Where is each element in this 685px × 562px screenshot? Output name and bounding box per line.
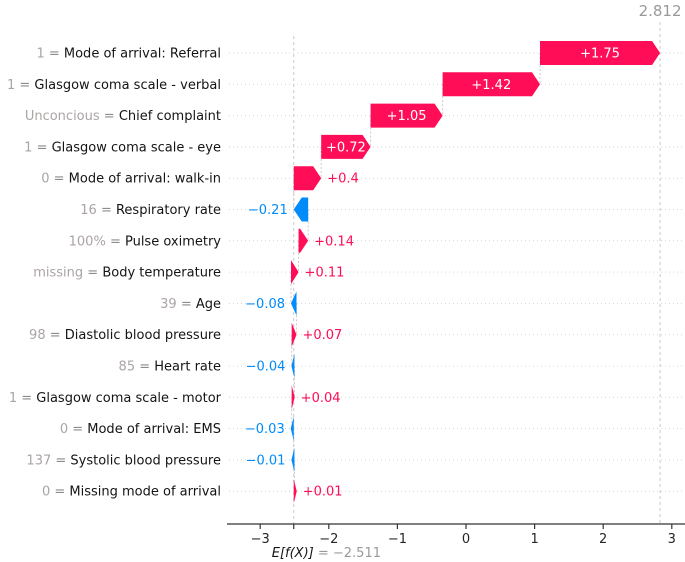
bar-value-label: −0.03 xyxy=(245,422,285,437)
feature-label: 0 = Mode of arrival: EMS xyxy=(60,422,221,437)
bar-value-label: −0.04 xyxy=(246,360,286,375)
feature-label: 137 = Systolic blood pressure xyxy=(26,453,221,468)
bar-value-label: +0.11 xyxy=(305,266,345,281)
x-axis-tick-label: −1 xyxy=(388,532,407,547)
feature-label: 16 = Respiratory rate xyxy=(80,203,221,218)
shap-bar-positive xyxy=(293,166,322,191)
shap-bar-positive xyxy=(540,41,661,65)
bar-value-label: +0.04 xyxy=(301,391,341,406)
feature-label: 0 = Missing mode of arrival xyxy=(42,485,221,500)
shap-bar-negative xyxy=(290,416,294,441)
x-axis-tick-label: −3 xyxy=(251,532,270,547)
bar-value-label: +0.4 xyxy=(327,172,359,187)
x-axis-tick-label: 1 xyxy=(530,532,538,547)
feature-label: 1 = Glasgow coma scale - motor xyxy=(9,391,222,406)
shap-bar-negative xyxy=(291,291,297,316)
feature-label: missing = Body temperature xyxy=(33,266,221,281)
feature-label: 100% = Pulse oximetry xyxy=(69,234,222,249)
shap-bar-positive xyxy=(298,228,309,253)
shap-bar-positive xyxy=(291,260,299,285)
x-axis-tick-label: 0 xyxy=(462,532,470,547)
bar-value-label: +1.75 xyxy=(580,47,620,62)
shap-bar-negative xyxy=(293,197,309,222)
bar-value-label: +1.05 xyxy=(387,109,427,124)
bar-value-label: +0.72 xyxy=(326,140,366,155)
bar-value-label: +0.01 xyxy=(303,485,343,500)
feature-label: 1 = Mode of arrival: Referral xyxy=(36,47,221,62)
shap-bar-positive xyxy=(293,479,297,504)
feature-label: Unconcious = Chief complaint xyxy=(25,109,221,124)
fx-value-label: 2.812 xyxy=(639,2,682,20)
bar-value-label: −0.01 xyxy=(246,453,286,468)
shap-bar-positive xyxy=(291,385,295,410)
feature-label: 1 = Glasgow coma scale - eye xyxy=(24,140,221,155)
bar-value-label: +1.42 xyxy=(471,78,511,93)
shap-bar-positive xyxy=(442,72,541,97)
shap-bar-positive xyxy=(291,322,297,347)
shap-bar-negative xyxy=(291,354,295,378)
feature-label: 39 = Age xyxy=(160,297,221,312)
feature-label: 0 = Mode of arrival: walk-in xyxy=(41,172,221,187)
expected-value-label: E[f(X)] = −2.511 xyxy=(272,546,381,561)
feature-label: 85 = Heart rate xyxy=(119,360,221,375)
bar-value-label: −0.08 xyxy=(245,297,285,312)
bar-value-label: −0.21 xyxy=(248,203,288,218)
x-axis-tick-label: −2 xyxy=(319,532,338,547)
bar-value-label: +0.07 xyxy=(302,328,342,343)
x-axis-tick-label: 2 xyxy=(599,532,607,547)
x-axis-tick-label: 3 xyxy=(668,532,676,547)
bar-value-label: +0.14 xyxy=(314,234,354,249)
feature-label: 1 = Glasgow coma scale - verbal xyxy=(7,78,221,93)
shap-bar-positive xyxy=(321,134,371,159)
feature-label: 98 = Diastolic blood pressure xyxy=(29,328,221,343)
shap-bar-negative xyxy=(291,447,295,472)
shap-bar-positive xyxy=(370,103,443,128)
